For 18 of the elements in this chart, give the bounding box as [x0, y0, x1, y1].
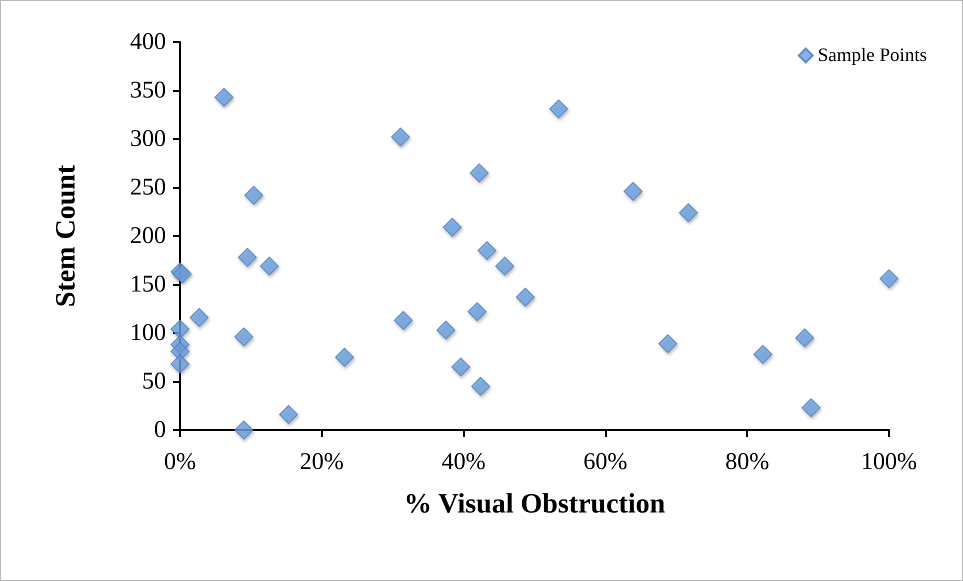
y-tick-label: 150 [130, 272, 166, 298]
y-tick-label: 400 [130, 29, 166, 55]
y-tick-label: 200 [130, 223, 166, 249]
y-axis-title: Stem Count [50, 164, 82, 308]
y-tick-label: 300 [130, 126, 166, 152]
x-axis-title: % Visual Obstruction [404, 488, 666, 520]
y-tick-label: 350 [130, 78, 166, 104]
x-tick-label: 100% [861, 449, 917, 475]
y-tick-label: 0 [154, 417, 166, 443]
x-tick-label: 0% [164, 449, 196, 475]
x-tick-label: 20% [300, 449, 344, 475]
x-tick-label: 40% [442, 449, 486, 475]
x-tick-label: 80% [725, 449, 770, 475]
y-tick-label: 250 [130, 174, 166, 200]
y-tick-label: 50 [142, 368, 166, 394]
y-tick-label: 100 [130, 320, 166, 346]
x-tick-label: 60% [583, 449, 628, 475]
legend-label: Sample Points [818, 45, 928, 66]
